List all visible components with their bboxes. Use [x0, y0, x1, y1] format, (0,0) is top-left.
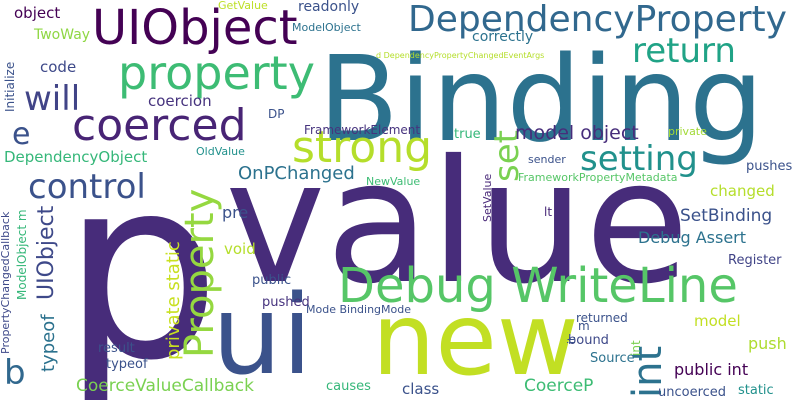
word-static: static [738, 383, 774, 398]
word-control: control [28, 167, 146, 207]
word-uiobject-vertical: UIObject [34, 205, 59, 300]
word-public: public [252, 273, 292, 288]
word-source: Source [590, 351, 635, 366]
word-oldvalue: OldValue [196, 145, 245, 158]
word-new: new [372, 281, 579, 398]
word-setbinding: SetBinding [680, 206, 773, 226]
word-e: e [12, 117, 31, 152]
word-code: code [40, 58, 77, 76]
word-twoway: TwoWay [34, 27, 91, 43]
word-bound: bound [568, 333, 609, 348]
word-onpchanged: OnPChanged [238, 163, 355, 184]
word-object: object [14, 4, 61, 22]
word-initialize: Initialize [3, 61, 17, 112]
word-lt: lt [544, 205, 553, 219]
word-private-static: private static [163, 241, 184, 360]
word-binding: Binding [318, 30, 764, 168]
word-it: it [565, 336, 578, 344]
word-private: private [668, 125, 707, 138]
word-coercevaluecallback: CoerceValueCallback [76, 376, 254, 396]
word-typeof-vertical: typeof [38, 314, 59, 372]
word-pushes: pushes [746, 159, 793, 174]
word-sender: sender [528, 153, 566, 166]
word-setvalue: SetValue [481, 173, 494, 222]
word-p: p [62, 124, 221, 400]
word-dependencyproperty: DependencyProperty [408, 0, 787, 40]
word-changed: changed [710, 182, 775, 200]
word-readonly: readonly [298, 0, 360, 15]
word-m: m [578, 319, 590, 333]
word-return: return [632, 31, 736, 71]
word-typeof: typeof [106, 357, 148, 372]
word-model: model [694, 312, 741, 330]
word-public-int: public int [674, 360, 749, 379]
word-model-object: model object [515, 122, 639, 144]
word-correctly: correctly [472, 29, 534, 45]
word-returned: returned [576, 311, 628, 325]
word-dp: DP [268, 107, 285, 121]
word-b: b [4, 353, 26, 393]
word-property: property [118, 46, 315, 100]
word-frameworkelement: FrameworkElement [304, 123, 421, 137]
word-getvalue: GetValue [218, 0, 268, 12]
word-result: result [98, 341, 135, 356]
word-dependencypropertychangedeventargs: d DependencyPropertyChangedEventArgs [376, 51, 545, 60]
word-true: true [454, 127, 481, 142]
word-class: class [402, 380, 440, 398]
word-setting: setting [580, 139, 698, 179]
word-value: value [225, 124, 690, 322]
word-int-small: int [629, 340, 643, 356]
word-causes: causes [326, 379, 371, 394]
word-pre: pre [222, 203, 249, 222]
word-uiobject: UIObject [92, 0, 298, 56]
word-will: will [24, 79, 81, 119]
word-propertychangedcallback: PropertyChangedCallback [0, 211, 12, 354]
word-coerced: coerced [72, 100, 247, 151]
word-property-vertical: Property [177, 188, 223, 358]
word-frameworkpropertymetadata: FrameworkPropertyMetadata [518, 171, 678, 184]
word-void: void [224, 240, 256, 258]
word-uncoerced: uncoerced [658, 385, 727, 400]
word-strong: strong [292, 122, 433, 173]
word-debug-assert: Debug Assert [638, 228, 747, 247]
word-coercep: CoerceP [524, 376, 594, 396]
word-modelobject-m: ModelObject m [15, 209, 29, 300]
word-ui: ui [212, 271, 313, 399]
word-push: push [748, 334, 787, 353]
word-debug-writeline: Debug WriteLine [338, 258, 738, 314]
word-register: Register [728, 253, 782, 268]
word-mode-bindingmode: Mode BindingMode [306, 303, 412, 316]
word-coercion: coercion [148, 92, 212, 110]
word-pushed: pushed [262, 295, 310, 310]
word-modelobject: ModelObject [292, 21, 361, 34]
word-dependencyobject: DependencyObject [4, 148, 148, 166]
word-newvalue: NewValue [366, 175, 421, 188]
